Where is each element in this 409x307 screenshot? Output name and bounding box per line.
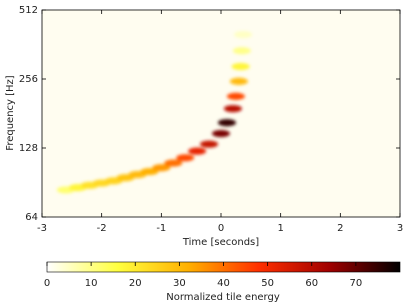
tile	[164, 159, 183, 167]
x-tick-label: -3	[37, 223, 47, 234]
colorbar-tick-label: 0	[44, 278, 50, 289]
colorbar-tick-label: 40	[217, 278, 230, 289]
y-tick-label: 256	[19, 74, 38, 85]
colorbar-tick-label: 50	[261, 278, 274, 289]
tile	[232, 47, 251, 55]
y-tick-label: 128	[19, 143, 38, 154]
tile	[188, 147, 207, 155]
tile	[176, 154, 195, 162]
tile	[152, 164, 171, 172]
colorbar-tick-label: 70	[350, 278, 363, 289]
x-tick-label: -1	[156, 223, 166, 234]
track	[56, 30, 253, 194]
colorbar-tick-label: 10	[85, 278, 98, 289]
tile	[200, 140, 219, 148]
y-tick-label: 64	[25, 212, 38, 223]
x-tick-label: 2	[337, 223, 343, 234]
tile	[231, 62, 250, 71]
x-tick-label: 0	[218, 223, 224, 234]
tile	[223, 105, 242, 113]
tile	[217, 119, 236, 127]
y-axis-label: Frequency [Hz]	[5, 75, 16, 151]
tile	[226, 92, 245, 100]
tile	[140, 167, 159, 176]
tile	[229, 77, 248, 85]
colorbar-tick-label: 30	[173, 278, 186, 289]
x-axis-label: Time [seconds]	[182, 237, 259, 248]
x-tick-label: 1	[277, 223, 283, 234]
tile	[234, 30, 253, 39]
x-tick-label: -2	[97, 223, 107, 234]
colorbar-label: Normalized tile energy	[166, 292, 280, 303]
tile	[212, 129, 230, 138]
colorbar-tick-label: 20	[129, 278, 142, 289]
colorbar-tick-label: 60	[305, 278, 318, 289]
x-tick-label: 3	[397, 223, 403, 234]
y-tick-label: 512	[19, 5, 38, 16]
